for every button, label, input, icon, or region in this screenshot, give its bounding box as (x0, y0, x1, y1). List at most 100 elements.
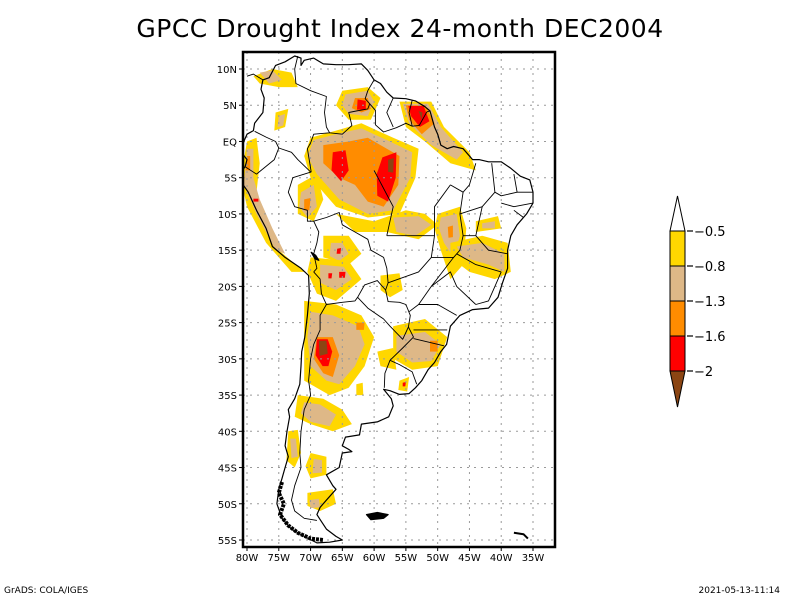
colorbar-bin (669, 265, 686, 302)
country-border (462, 163, 477, 193)
lon-tick-label: 40W (490, 553, 513, 564)
country-border (408, 100, 413, 127)
lat-tick-label: 10S (218, 210, 237, 221)
country-border (418, 304, 457, 316)
colorbar-above-arrow (669, 195, 686, 232)
drought-contour-minus1p3 (356, 322, 365, 330)
colorbar-label: −0.8 (694, 260, 726, 275)
lat-tick-label: 25S (218, 319, 237, 330)
country-border (408, 257, 454, 313)
lon-tick-label: 45W (458, 553, 481, 564)
colorbar-label: −1.6 (694, 330, 726, 345)
drought-contour-minus0p8 (396, 332, 441, 363)
colorbar-label: −1.3 (694, 295, 726, 310)
map-frame (241, 50, 557, 549)
drought-contour-minus1p6 (336, 248, 342, 254)
drought-contour-minus0p5 (380, 273, 403, 298)
country-border (513, 209, 524, 218)
drought-contour-minus0p8 (277, 113, 286, 127)
country-border (387, 235, 435, 284)
drought-contour-minus0p8 (320, 264, 352, 290)
drought-contour-minus0p8 (312, 458, 322, 474)
country-border (431, 271, 477, 305)
drought-contour-minus1p6 (339, 271, 346, 278)
lat-tick-label: EQ (223, 137, 237, 148)
colorbar-bin (669, 230, 686, 267)
country-border (386, 97, 394, 128)
latitude-axis: 10N 5N EQ 5S 10S 15S 20S 25S 30S 35S 40S 45S 50S 55S (217, 65, 243, 547)
country-border (313, 212, 389, 291)
drought-contour-minus0p5 (356, 382, 364, 396)
drought-contour-minus1p6 (328, 273, 333, 279)
drought-contour-minus0p8 (301, 402, 336, 427)
country-border (426, 110, 431, 113)
colorbar-label: −2 (694, 365, 713, 380)
coastlines (243, 55, 534, 544)
grads-credit: GrADS: COLA/IGES (4, 586, 89, 596)
lat-tick-label: 30S (218, 355, 237, 366)
lat-tick-label: 35S (218, 391, 237, 402)
south-georgia-island (513, 531, 529, 540)
lon-tick-label: 50W (426, 553, 449, 564)
lat-tick-label: 20S (218, 282, 237, 293)
drought-contour-minus0p5 (243, 137, 305, 272)
drought-contour-minus0p8 (482, 221, 495, 229)
country-border (287, 171, 320, 273)
drought-contour-minus0p8 (393, 216, 432, 236)
country-border (386, 184, 451, 237)
lat-tick-label: 40S (218, 427, 237, 438)
lon-tick-label: 70W (299, 553, 322, 564)
country-border (475, 235, 508, 255)
country-borders (244, 55, 534, 521)
country-border (246, 73, 264, 81)
lat-tick-label: 5S (224, 174, 237, 185)
gridlines (243, 52, 555, 547)
chilean-archipelago (276, 481, 324, 542)
colorbar-label: −0.5 (694, 225, 726, 240)
falkland-islands (365, 511, 389, 521)
colorbar: −0.5 −0.8 −1.3 −1.6 −2 (669, 195, 726, 408)
drought-contour-minus1p6 (357, 99, 366, 110)
drought-shading (243, 69, 511, 511)
lat-tick-label: 55S (218, 536, 237, 547)
longitude-axis: 80W 75W 70W 65W 60W 55W 50W 45W 40W 35W (236, 547, 545, 564)
drought-contour-minus0p8 (290, 438, 298, 459)
country-border (459, 163, 496, 215)
drought-contour-minus2 (388, 158, 394, 173)
country-border (329, 79, 375, 135)
lon-tick-label: 60W (363, 553, 386, 564)
country-border (369, 103, 428, 133)
lat-tick-label: 45S (218, 464, 237, 475)
drought-contour-minus1p6 (408, 106, 430, 127)
drought-contour-minus1p6 (402, 382, 406, 387)
country-border (475, 271, 502, 305)
lat-tick-label: 15S (218, 246, 237, 257)
colorbar-below-arrow (669, 370, 686, 408)
lat-tick-label: 50S (218, 500, 237, 511)
drought-contour-minus0p5 (377, 348, 397, 370)
lon-tick-label: 35W (522, 553, 545, 564)
drought-contour-minus1p3 (447, 225, 453, 238)
lon-tick-label: 80W (236, 553, 259, 564)
country-border (383, 360, 391, 388)
lat-tick-label: 5N (223, 101, 237, 112)
lon-tick-label: 65W (331, 553, 354, 564)
country-border (501, 202, 534, 208)
timestamp: 2021-05-13-11:14 (698, 586, 781, 596)
colorbar-bin (669, 335, 686, 372)
drought-contour-minus1p6 (253, 198, 259, 202)
drought-contour-minus1p3 (304, 198, 311, 211)
south-america-coastline (243, 55, 534, 544)
drought-contour-minus1p6 (331, 150, 349, 182)
lon-tick-label: 55W (395, 553, 418, 564)
country-border (494, 174, 518, 197)
country-border (373, 170, 394, 236)
country-border (413, 338, 445, 347)
drought-contour-minus0p8 (259, 70, 282, 84)
country-border (456, 253, 502, 273)
lat-tick-label: 10N (217, 65, 237, 76)
country-border (294, 55, 331, 172)
lon-tick-label: 75W (267, 553, 290, 564)
map-title: GPCC Drought Index 24-month DEC2004 (136, 14, 664, 43)
